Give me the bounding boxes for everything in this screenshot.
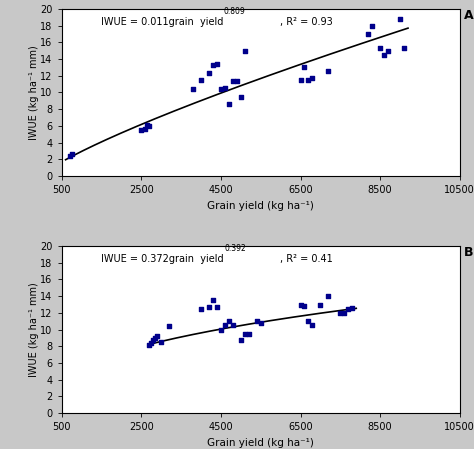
Point <box>157 339 165 346</box>
Point <box>229 77 237 84</box>
Point <box>154 333 161 340</box>
X-axis label: Grain yield (kg ha⁻¹): Grain yield (kg ha⁻¹) <box>207 201 314 211</box>
Point <box>305 317 312 325</box>
Point <box>345 305 352 313</box>
Point <box>317 301 324 308</box>
Point <box>147 339 155 347</box>
Y-axis label: IWUE (kg ha⁻¹ mm): IWUE (kg ha⁻¹ mm) <box>29 282 39 377</box>
Point <box>209 297 217 304</box>
Point <box>144 121 151 128</box>
Point <box>225 101 233 108</box>
Point <box>217 86 225 93</box>
Point <box>141 126 149 133</box>
Point <box>221 85 228 92</box>
Point <box>146 122 153 129</box>
Point <box>396 15 404 22</box>
Point <box>213 304 221 311</box>
Point <box>68 151 75 158</box>
Point <box>237 337 245 344</box>
Point <box>66 152 73 159</box>
Point <box>217 326 225 333</box>
Text: B: B <box>464 246 473 259</box>
Point <box>241 47 248 54</box>
Point <box>309 75 316 82</box>
Point <box>340 309 348 317</box>
Point <box>376 44 384 52</box>
Point <box>165 323 173 330</box>
Point <box>205 70 213 77</box>
Point <box>325 67 332 75</box>
Point <box>297 76 304 84</box>
Point <box>365 31 372 38</box>
Point <box>301 303 308 310</box>
Text: , R² = 0.93: , R² = 0.93 <box>280 18 332 27</box>
Point <box>337 309 344 317</box>
Text: 0.809: 0.809 <box>224 7 246 16</box>
Point <box>205 304 213 311</box>
Point <box>237 93 245 100</box>
Point <box>233 77 241 84</box>
Point <box>197 76 205 84</box>
X-axis label: Grain yield (kg ha⁻¹): Grain yield (kg ha⁻¹) <box>207 438 314 448</box>
Text: IWUE = 0.372grain  yield: IWUE = 0.372grain yield <box>101 255 224 264</box>
Point <box>137 127 145 134</box>
Point <box>149 336 157 343</box>
Point <box>245 330 253 337</box>
Point <box>225 317 233 325</box>
Text: IWUE = 0.011grain  yield: IWUE = 0.011grain yield <box>101 18 224 27</box>
Point <box>229 321 237 328</box>
Point <box>384 47 392 54</box>
Point <box>209 62 217 69</box>
Text: , R² = 0.41: , R² = 0.41 <box>280 255 333 264</box>
Point <box>348 304 356 312</box>
Point <box>305 76 312 84</box>
Point <box>400 44 408 52</box>
Point <box>221 322 228 329</box>
Point <box>189 86 197 93</box>
Point <box>368 22 376 29</box>
Point <box>241 330 248 337</box>
Point <box>301 64 308 71</box>
Text: 0.392: 0.392 <box>224 244 246 253</box>
Point <box>213 61 221 68</box>
Point <box>257 319 264 326</box>
Point <box>151 335 159 342</box>
Text: A: A <box>464 9 474 22</box>
Point <box>253 317 261 325</box>
Point <box>197 305 205 313</box>
Point <box>297 301 304 308</box>
Point <box>309 321 316 328</box>
Point <box>325 293 332 300</box>
Y-axis label: IWUE (kg ha⁻¹ mm): IWUE (kg ha⁻¹ mm) <box>29 45 39 140</box>
Point <box>146 341 153 348</box>
Point <box>380 51 388 58</box>
